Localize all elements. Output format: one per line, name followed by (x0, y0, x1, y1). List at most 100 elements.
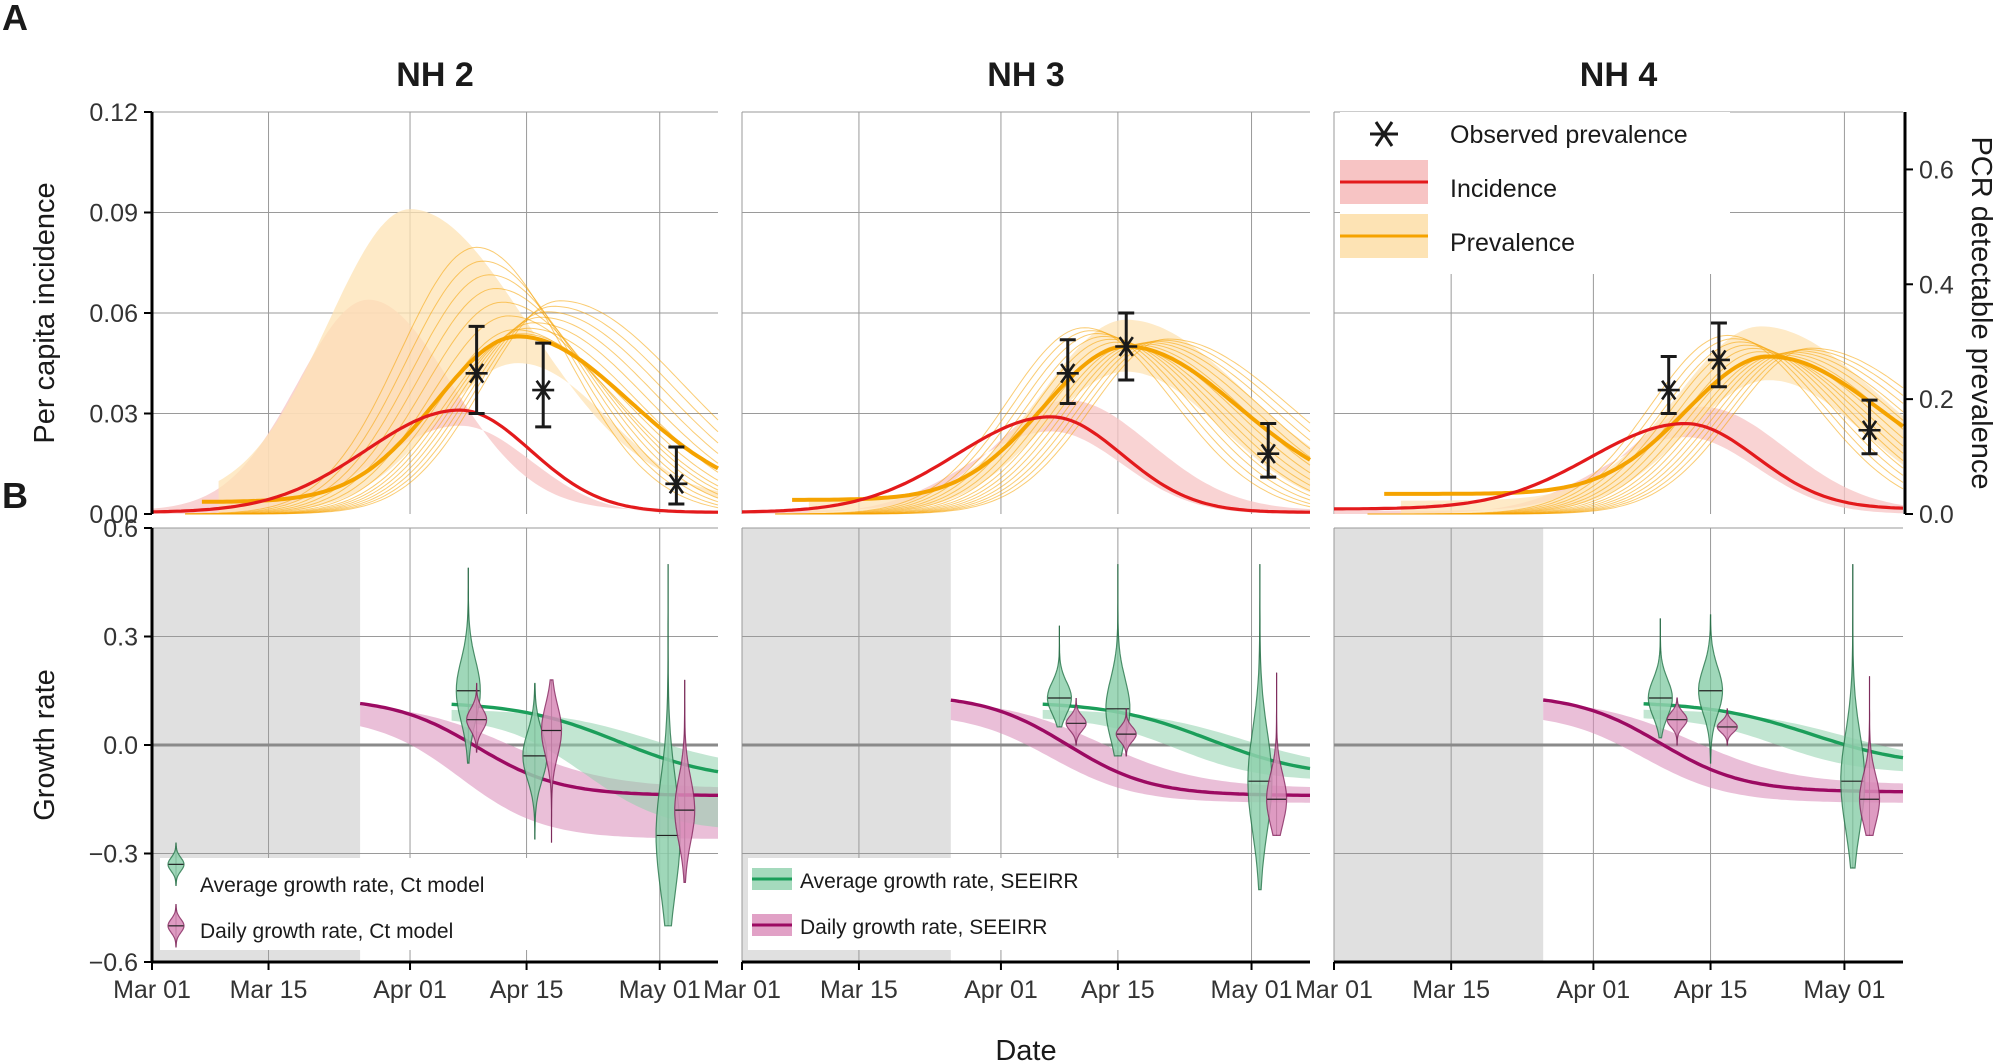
x-tick-label: May 01 (1211, 976, 1293, 1004)
prevalence-line (792, 344, 1312, 502)
incidence-band (1334, 406, 1903, 514)
panel-b-legend-ct: Average growth rate, Ct model Daily growt… (160, 842, 536, 950)
x-tick-label: Mar 01 (703, 976, 781, 1004)
x-tick-label: Mar 15 (1412, 976, 1490, 1004)
average-growth-band (451, 709, 718, 828)
prevalence-sample-line (185, 287, 719, 515)
legend-label: Average growth rate, SEEIRR (800, 870, 1079, 893)
legend-label: Observed prevalence (1450, 121, 1688, 149)
prevalence-sample-line (775, 338, 1311, 515)
observed-prevalence-marker (1858, 420, 1881, 441)
x-tick-label: Mar 15 (230, 976, 308, 1004)
legend-observed-symbol (1370, 121, 1398, 147)
observed-prevalence-marker (1257, 443, 1280, 464)
x-tick-label: Apr 01 (1557, 976, 1631, 1004)
average-growth-violin (1647, 618, 1673, 739)
incidence-line (741, 415, 1310, 514)
prevalence-sample-line (185, 274, 719, 515)
y-tick-label: 0.6 (103, 515, 138, 543)
average-growth-violin (1840, 564, 1866, 869)
y-tick-label: −0.6 (89, 949, 138, 977)
daily-growth-violin (1858, 676, 1881, 836)
x-tick-label: Mar 01 (1295, 976, 1373, 1004)
average-growth-violin (522, 682, 548, 840)
observed-prevalence-marker (1707, 349, 1730, 370)
daily-growth-violin (1065, 697, 1087, 746)
prevalence-sample-line (185, 300, 719, 515)
daily-growth-violin (1115, 708, 1137, 757)
y2-tick-label: 0.0 (1919, 501, 1954, 529)
daily-growth-violin (1666, 697, 1688, 746)
facet-title: NH 3 (987, 56, 1064, 94)
panel-a-facet-2: NH 3 (741, 56, 1312, 515)
facet-title: NH 2 (396, 56, 473, 94)
y-tick-label: 0.06 (89, 300, 138, 328)
y2-tick-label: 0.6 (1919, 156, 1954, 184)
daily-growth-violin (1265, 672, 1288, 836)
observed-prevalence-marker (1115, 336, 1138, 357)
x-tick-label: May 01 (1803, 976, 1885, 1004)
x-tick-label: Mar 01 (113, 976, 191, 1004)
y-tick-label: 0.12 (89, 99, 138, 127)
y2-tick-label: 0.2 (1919, 386, 1954, 414)
legend-box (160, 858, 536, 950)
panel-b-legend-seeirr: Average growth rate, SEEIRR Daily growth … (748, 858, 1128, 950)
panel-b-axes: 0.6 0.3 0.0 −0.3 −0.6 Growth rate (29, 515, 154, 977)
prevalence-sample-line (775, 330, 1311, 515)
facet-title: NH 4 (1580, 56, 1658, 94)
observed-prevalence-marker (465, 363, 488, 384)
x-tick-label: Apr 15 (490, 976, 564, 1004)
y-axis-title: Growth rate (29, 669, 61, 821)
average-growth-band (1042, 709, 1310, 779)
legend-label: Daily growth rate, Ct model (200, 920, 453, 943)
prevalence-band (1400, 326, 1903, 514)
y2-tick-label: 0.4 (1919, 271, 1954, 299)
observed-prevalence-marker (532, 379, 555, 401)
x-tick-label: May 01 (619, 976, 701, 1004)
y-tick-label: −0.3 (89, 841, 138, 869)
observed-prevalence-marker (1056, 363, 1079, 384)
panel-b-facet-3: Mar 01 Mar 15 Apr 01 Apr 15 May 01 (1295, 527, 1904, 1004)
observed-prevalence-marker (1657, 379, 1680, 401)
prevalence-line (201, 334, 719, 504)
y-tick-label: 0.0 (103, 732, 138, 760)
x-axis-title: Date (995, 1035, 1056, 1061)
panel-a-letter: A (2, 0, 28, 38)
y-tick-label: 0.03 (89, 401, 138, 429)
average-growth-violin (1697, 614, 1724, 764)
daily-growth-violin (465, 682, 488, 753)
incidence-band (742, 400, 1310, 514)
y-axis-title: Per capita incidence (29, 182, 61, 443)
y-tick-label: 0.3 (103, 624, 138, 652)
x-tick-label: Apr 01 (964, 976, 1038, 1004)
daily-growth-violin (674, 679, 696, 883)
y2-axis-title: PCR detectable prevalence (1965, 136, 1997, 489)
x-tick-label: Apr 15 (1674, 976, 1748, 1004)
x-tick-label: Apr 01 (373, 976, 447, 1004)
y-tick-label: 0.09 (89, 200, 138, 228)
prevalence-sample-line (185, 301, 719, 515)
prevalence-line (1384, 354, 1905, 496)
panel-b-letter: B (2, 475, 28, 516)
legend-label: Incidence (1450, 175, 1557, 203)
figure-text: A B Date (2, 0, 1057, 1061)
panel-a-legend: Observed prevalence Incidence Prevalence (1340, 112, 1730, 274)
legend-label: Prevalence (1450, 229, 1575, 257)
prevalence-sample-line (1367, 347, 1904, 515)
panel-a-facet-1: NH 2 (151, 56, 719, 515)
observed-prevalence-marker (665, 473, 688, 494)
legend-label: Average growth rate, Ct model (200, 874, 484, 897)
daily-growth-violin (541, 679, 563, 843)
prevalence-sample-line (185, 246, 719, 515)
panel-a-axes: 0.00 0.03 0.06 0.09 0.12 0.0 0.2 0.4 0.6 Per capi… (29, 99, 1997, 529)
prevalence-sample-line (775, 327, 1311, 515)
legend-label: Daily growth rate, SEEIRR (800, 916, 1047, 939)
y-tick-label: 0.00 (89, 501, 138, 529)
incidence-line (152, 408, 718, 514)
incidence-line (1334, 422, 1904, 511)
average-growth-violin (1105, 564, 1131, 757)
prevalence-sample-line (185, 260, 719, 515)
x-tick-label: Mar 15 (820, 976, 898, 1004)
average-growth-violin (1046, 625, 1073, 728)
